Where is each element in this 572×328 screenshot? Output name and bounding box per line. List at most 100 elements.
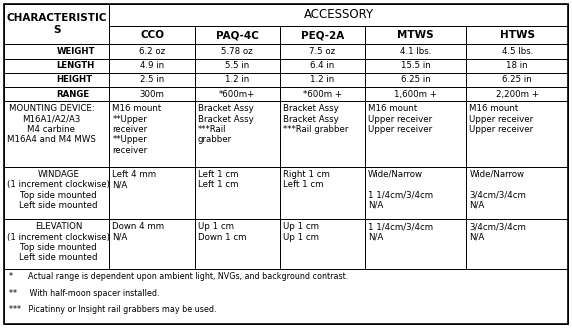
Bar [194, 44, 280, 59]
Bar [4, 59, 109, 73]
Bar [4, 101, 109, 167]
Text: Wide/Narrow

3/4cm/3/4cm
N/A: Wide/Narrow 3/4cm/3/4cm N/A [470, 170, 526, 210]
Bar [280, 219, 365, 269]
Bar [280, 73, 365, 87]
Text: *600m+: *600m+ [219, 90, 256, 99]
Text: ACCESSORY: ACCESSORY [304, 9, 374, 21]
Bar [467, 59, 568, 73]
Bar [194, 219, 280, 269]
Bar [467, 73, 568, 87]
Text: 2,200m +: 2,200m + [496, 90, 539, 99]
Bar [4, 4, 109, 44]
Text: 4.1 lbs.: 4.1 lbs. [400, 47, 431, 56]
Text: 6.2 oz: 6.2 oz [139, 47, 165, 56]
Bar [280, 101, 365, 167]
Text: 1.2 in: 1.2 in [225, 75, 249, 84]
Bar [109, 73, 194, 87]
Text: PEQ-2A: PEQ-2A [301, 30, 344, 40]
Bar [4, 219, 109, 269]
Bar [280, 87, 365, 101]
Bar [365, 219, 467, 269]
Text: 300m: 300m [140, 90, 165, 99]
Text: ELEVATION
(1 increment clockwise)
Top side mounted
Left side mounted: ELEVATION (1 increment clockwise) Top si… [7, 222, 110, 262]
Text: HEIGHT: HEIGHT [57, 75, 93, 84]
Text: Bracket Assy
Bracket Assy
***Rail
grabber: Bracket Assy Bracket Assy ***Rail grabbe… [198, 104, 253, 144]
Bar [109, 44, 194, 59]
Text: Right 1 cm
Left 1 cm: Right 1 cm Left 1 cm [283, 170, 329, 189]
Bar [365, 26, 467, 44]
Text: *      Actual range is dependent upon ambient light, NVGs, and background contra: * Actual range is dependent upon ambient… [9, 272, 348, 281]
Bar [194, 73, 280, 87]
Bar [365, 167, 467, 219]
Bar [280, 59, 365, 73]
Bar [467, 101, 568, 167]
Text: Up 1 cm
Up 1 cm: Up 1 cm Up 1 cm [283, 222, 319, 241]
Bar [467, 26, 568, 44]
Bar [467, 167, 568, 219]
Text: 18 in: 18 in [506, 61, 528, 70]
Bar [365, 59, 467, 73]
Bar [4, 167, 109, 219]
Bar [194, 59, 280, 73]
Text: Left 1 cm
Left 1 cm: Left 1 cm Left 1 cm [198, 170, 238, 189]
Bar [467, 44, 568, 59]
Text: 15.5 in: 15.5 in [401, 61, 431, 70]
Bar [365, 44, 467, 59]
Bar [280, 44, 365, 59]
Text: Wide/Narrow

1 1/4cm/3/4cm
N/A: Wide/Narrow 1 1/4cm/3/4cm N/A [368, 170, 433, 210]
Bar [109, 59, 194, 73]
Bar [365, 73, 467, 87]
Bar [194, 167, 280, 219]
Text: 1.2 in: 1.2 in [310, 75, 335, 84]
Text: HTWS: HTWS [500, 30, 535, 40]
Bar [109, 4, 568, 26]
Text: MTWS: MTWS [398, 30, 434, 40]
Text: Bracket Assy
Bracket Assy
***Rail grabber: Bracket Assy Bracket Assy ***Rail grabbe… [283, 104, 348, 134]
Text: 7.5 oz: 7.5 oz [309, 47, 335, 56]
Bar [365, 87, 467, 101]
Text: Down 4 mm
N/A: Down 4 mm N/A [113, 222, 165, 241]
Bar [194, 26, 280, 44]
Bar [467, 87, 568, 101]
Bar [4, 87, 109, 101]
Text: 5.5 in: 5.5 in [225, 61, 249, 70]
Text: M16 mount
Upper receiver
Upper receiver: M16 mount Upper receiver Upper receiver [470, 104, 534, 134]
Text: 3/4cm/3/4cm
N/A: 3/4cm/3/4cm N/A [470, 222, 526, 241]
Bar [4, 269, 568, 324]
Bar [194, 101, 280, 167]
Text: CHARACTERISTIC
S: CHARACTERISTIC S [6, 13, 107, 35]
Bar [365, 101, 467, 167]
Text: WINDAGE
(1 increment clockwise)
Top side mounted
Left side mounted: WINDAGE (1 increment clockwise) Top side… [7, 170, 110, 210]
Text: ***   Picatinny or Insight rail grabbers may be used.: *** Picatinny or Insight rail grabbers m… [9, 305, 216, 314]
Text: WEIGHT: WEIGHT [57, 47, 95, 56]
Text: CCO: CCO [140, 30, 164, 40]
Text: 4.9 in: 4.9 in [140, 61, 164, 70]
Text: 6.25 in: 6.25 in [502, 75, 532, 84]
Text: M16 mount
**Upper
receiver
**Upper
receiver: M16 mount **Upper receiver **Upper recei… [113, 104, 162, 155]
Text: *600m +: *600m + [303, 90, 342, 99]
Text: PAQ-4C: PAQ-4C [216, 30, 259, 40]
Text: Up 1 cm
Down 1 cm: Up 1 cm Down 1 cm [198, 222, 246, 241]
Bar [4, 73, 109, 87]
Text: M16 mount
Upper receiver
Upper receiver: M16 mount Upper receiver Upper receiver [368, 104, 432, 134]
Bar [109, 219, 194, 269]
Bar [280, 26, 365, 44]
Text: 1 1/4cm/3/4cm
N/A: 1 1/4cm/3/4cm N/A [368, 222, 433, 241]
Bar [467, 219, 568, 269]
Bar [109, 167, 194, 219]
Bar [194, 87, 280, 101]
Text: RANGE: RANGE [57, 90, 90, 99]
Text: 6.25 in: 6.25 in [401, 75, 431, 84]
Text: 2.5 in: 2.5 in [140, 75, 164, 84]
Text: Left 4 mm
N/A: Left 4 mm N/A [113, 170, 157, 189]
Text: 5.78 oz: 5.78 oz [221, 47, 253, 56]
Bar [109, 26, 194, 44]
Bar [109, 87, 194, 101]
Bar [4, 44, 109, 59]
Text: 4.5 lbs.: 4.5 lbs. [502, 47, 533, 56]
Text: **     With half-moon spacer installed.: ** With half-moon spacer installed. [9, 289, 160, 297]
Bar [280, 167, 365, 219]
Text: 1,600m +: 1,600m + [394, 90, 437, 99]
Bar [109, 101, 194, 167]
Text: LENGTH: LENGTH [57, 61, 95, 70]
